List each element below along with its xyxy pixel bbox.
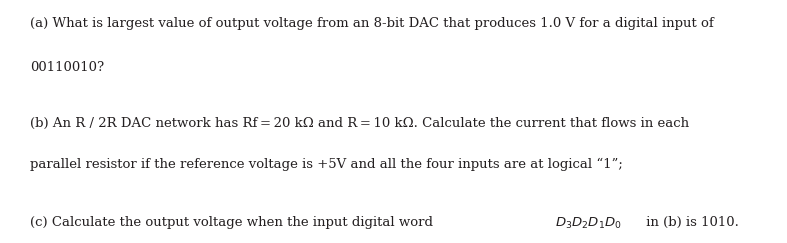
Text: 00110010?: 00110010? [30, 61, 104, 74]
Text: (b) An R / 2R DAC network has Rf = 20 kΩ and R = 10 kΩ. Calculate the current th: (b) An R / 2R DAC network has Rf = 20 kΩ… [30, 117, 689, 130]
Text: $D_3D_2D_1D_0$: $D_3D_2D_1D_0$ [556, 216, 623, 231]
Text: (a) What is largest value of output voltage from an 8-bit DAC that produces 1.0 : (a) What is largest value of output volt… [30, 17, 714, 30]
Text: in (b) is 1010.: in (b) is 1010. [641, 216, 738, 229]
Text: (c) Calculate the output voltage when the input digital word: (c) Calculate the output voltage when th… [30, 216, 437, 229]
Text: parallel resistor if the reference voltage is +5V and all the four inputs are at: parallel resistor if the reference volta… [30, 158, 623, 171]
